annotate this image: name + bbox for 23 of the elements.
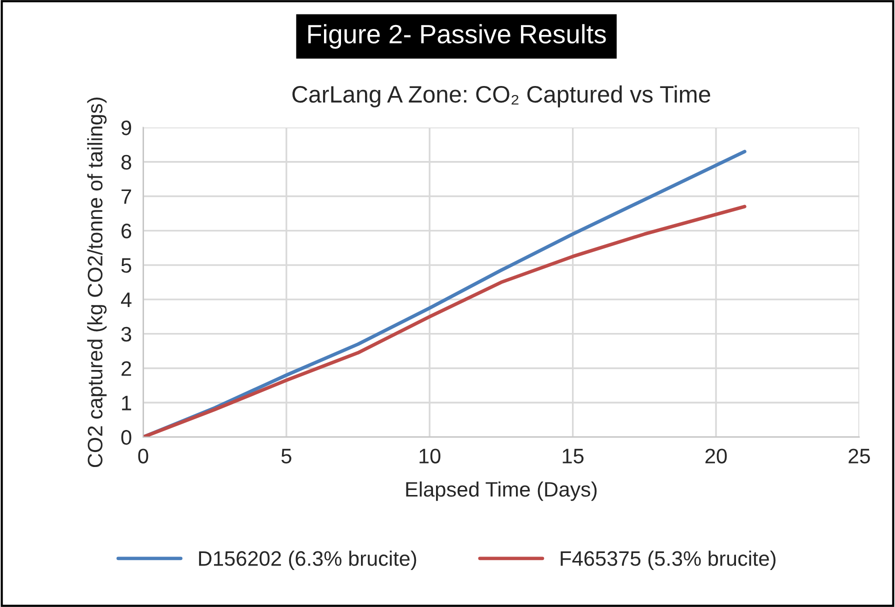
x-tick-label: 25 [848,448,870,464]
y-axis-title: CO2 captured (kg CO2/tonne of tailings) [87,98,107,468]
y-tick-label: 3 [121,326,132,342]
x-tick-label: 15 [562,448,584,464]
x-tick-label: 10 [420,448,440,464]
legend-label: F465375 (5.3% brucite) [560,550,776,570]
legend-label: D156202 (6.3% brucite) [199,550,416,570]
y-tick-label: 6 [122,224,132,238]
x-tick-label: 5 [281,448,292,464]
chart-title: Figure 2- Passive Results [308,24,606,49]
y-tick-label: 9 [121,120,132,136]
line-series [143,204,746,438]
x-tick-label: 0 [138,448,148,464]
y-tick-label: 2 [122,361,132,376]
y-tick-label: 0 [121,430,132,445]
y-tick-label: 8 [121,154,132,170]
y-tick-label: 5 [121,258,132,273]
y-tick-label: 1 [122,396,132,410]
x-axis-title: Elapsed Time (Days) [406,481,597,501]
y-tick-label: 4 [120,292,132,307]
chart-subtitle: CarLang A Zone: CO₂ Captured vs Time [292,85,710,108]
x-tick-label: 20 [705,448,727,464]
y-tick-label: 7 [122,189,132,204]
